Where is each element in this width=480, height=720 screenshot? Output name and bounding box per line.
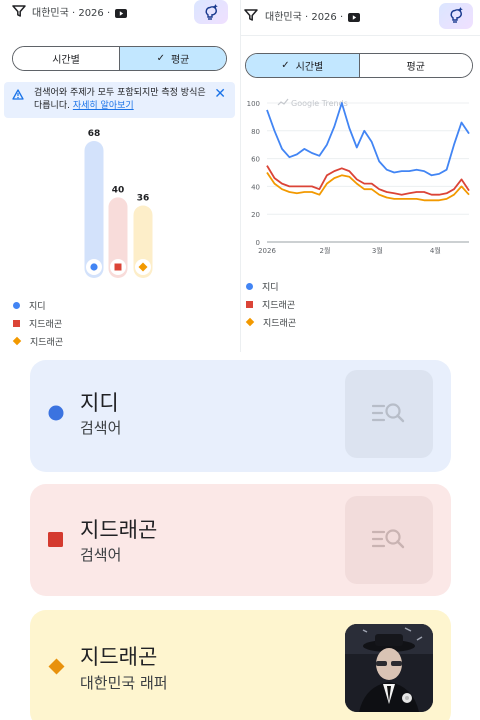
ai-sparkle-button[interactable] — [439, 3, 473, 29]
x-tick-label: 3월 — [372, 246, 383, 255]
search-list-icon — [372, 403, 405, 423]
legend-item: 지디 — [245, 277, 296, 295]
ai-sparkle-button[interactable] — [194, 0, 228, 24]
y-tick-label: 80 — [251, 128, 260, 136]
diamond-marker-icon — [138, 262, 148, 272]
square-marker-icon — [13, 319, 20, 327]
y-tick-label: 40 — [251, 183, 260, 191]
x-tick-label: 2월 — [320, 246, 331, 255]
sparkle-bulb-icon — [450, 7, 463, 23]
search-tile[interactable] — [345, 496, 433, 584]
left-view-toggle: 시간별 ✓ 평균 — [12, 46, 227, 71]
trend-logo-icon — [277, 98, 289, 106]
notice-message: 검색어와 주제가 모두 포함되지만 측정 방식은 다릅니다. 자세히 알아보기 — [34, 87, 210, 113]
check-icon: ✓ — [281, 60, 290, 71]
average-bar-chart: 68 40 36 — [84, 129, 153, 278]
right-panel: 대한민국 · 2026 · ✓ 시간별 평균 0 20 40 60 80 100 Googl… — [240, 0, 480, 352]
search-tile[interactable] — [345, 370, 433, 458]
artist-photo — [345, 624, 433, 712]
left-topbar: 대한민국 · 2026 · — [0, 0, 240, 30]
tab-average-right[interactable]: 평균 — [358, 54, 472, 77]
square-marker-icon — [114, 263, 122, 271]
legend-label: 지드래곤 — [29, 319, 63, 330]
diamond-marker-icon — [245, 317, 255, 327]
tab-hourly-label: 시간별 — [295, 62, 324, 73]
artist-portrait-image — [345, 624, 433, 712]
card-title: 지드래곤 — [80, 645, 158, 669]
diamond-marker-icon — [48, 658, 65, 675]
region-filter[interactable]: 대한민국 · 2026 · — [32, 4, 128, 19]
bar — [133, 205, 153, 278]
legend-item: 지드래곤 — [12, 332, 63, 350]
region-filter[interactable]: 대한민국 · 2026 · — [265, 8, 361, 23]
y-tick-label: 60 — [251, 156, 260, 164]
warning-triangle-icon — [12, 89, 24, 100]
square-marker-icon — [48, 532, 63, 547]
term-card-gdragon-topic[interactable]: 지드래곤 대한민국 래퍼 — [30, 610, 451, 720]
legend-label: 지드래곤 — [262, 300, 296, 311]
notice-text: 검색어와 주제가 모두 포함되지만 측정 방식은 다릅니다. — [34, 88, 206, 111]
legend-label: 지디 — [262, 282, 279, 293]
bar-value-label: 40 — [112, 185, 125, 195]
tab-average-label: 평균 — [406, 62, 425, 73]
bar-value-label: 36 — [137, 193, 150, 203]
y-tick-label: 20 — [251, 211, 260, 219]
x-tick-label: 4월 — [430, 246, 441, 255]
square-marker-icon — [246, 300, 253, 308]
legend-label: 지드래곤 — [30, 337, 64, 348]
learn-more-link[interactable]: 자세히 알아보기 — [72, 101, 134, 111]
check-icon: ✓ — [156, 53, 165, 64]
tab-hourly-label: 시간별 — [52, 55, 80, 66]
interest-over-time-chart: 0 20 40 60 80 100 Google Trends 2026 2월 3월 4월 — [247, 98, 470, 255]
term-card-gdragon[interactable]: 지드래곤 검색어 — [30, 484, 451, 596]
youtube-icon — [348, 12, 361, 22]
youtube-icon — [115, 8, 128, 18]
info-notice: 검색어와 주제가 모두 포함되지만 측정 방식은 다릅니다. 자세히 알아보기 … — [4, 82, 235, 118]
left-panel: 대한민국 · 2026 · 시간별 ✓ 평균 — [0, 0, 240, 352]
series-line — [266, 102, 470, 177]
tab-hourly-right[interactable]: ✓ 시간별 — [246, 54, 359, 77]
right-topbar: 대한민국 · 2026 · — [241, 0, 480, 36]
tab-average-left[interactable]: ✓ 평균 — [119, 47, 226, 70]
bar — [108, 197, 128, 278]
diamond-marker-icon — [12, 336, 22, 346]
card-subtitle: 검색어 — [80, 546, 122, 564]
right-legend: 지디 지드래곤 지드래곤 — [245, 277, 296, 331]
left-legend: 지디 지드래곤 지드래곤 — [12, 296, 63, 350]
close-icon[interactable]: ✕ — [214, 86, 226, 102]
circle-marker-icon — [48, 405, 64, 421]
card-subtitle: 검색어 — [80, 419, 122, 437]
circle-marker-icon — [90, 263, 98, 271]
region-label: 대한민국 · 2026 · — [32, 8, 111, 19]
y-tick-label: 0 — [256, 239, 260, 247]
legend-item: 지디 — [12, 296, 63, 314]
circle-marker-icon — [246, 282, 253, 290]
filter-icon[interactable] — [244, 8, 258, 22]
tab-average-label: 평균 — [170, 55, 190, 66]
right-view-toggle: ✓ 시간별 평균 — [245, 53, 473, 78]
series-line — [266, 165, 470, 196]
tab-hourly-left[interactable]: 시간별 — [13, 47, 119, 70]
term-card-gd[interactable]: 지디 검색어 — [30, 360, 451, 472]
filter-icon[interactable] — [12, 4, 26, 18]
x-tick-label: 2026 — [258, 247, 276, 255]
legend-item: 지드래곤 — [245, 313, 296, 331]
legend-label: 지디 — [29, 301, 46, 312]
y-tick-label: 100 — [247, 100, 260, 108]
legend-item: 지드래곤 — [245, 295, 296, 313]
search-list-icon — [372, 529, 405, 549]
series-line — [266, 171, 470, 202]
sparkle-bulb-icon — [205, 4, 218, 20]
card-title: 지디 — [80, 391, 119, 415]
bar — [84, 141, 104, 278]
watermark-text: Google Trends — [291, 99, 348, 108]
legend-label: 지드래곤 — [263, 318, 297, 329]
circle-marker-icon — [13, 301, 20, 309]
legend-item: 지드래곤 — [12, 314, 63, 332]
card-title: 지드래곤 — [80, 518, 158, 542]
card-subtitle: 대한민국 래퍼 — [80, 674, 168, 692]
bar-value-label: 68 — [88, 129, 101, 139]
region-label: 대한민국 · 2026 · — [265, 12, 344, 23]
